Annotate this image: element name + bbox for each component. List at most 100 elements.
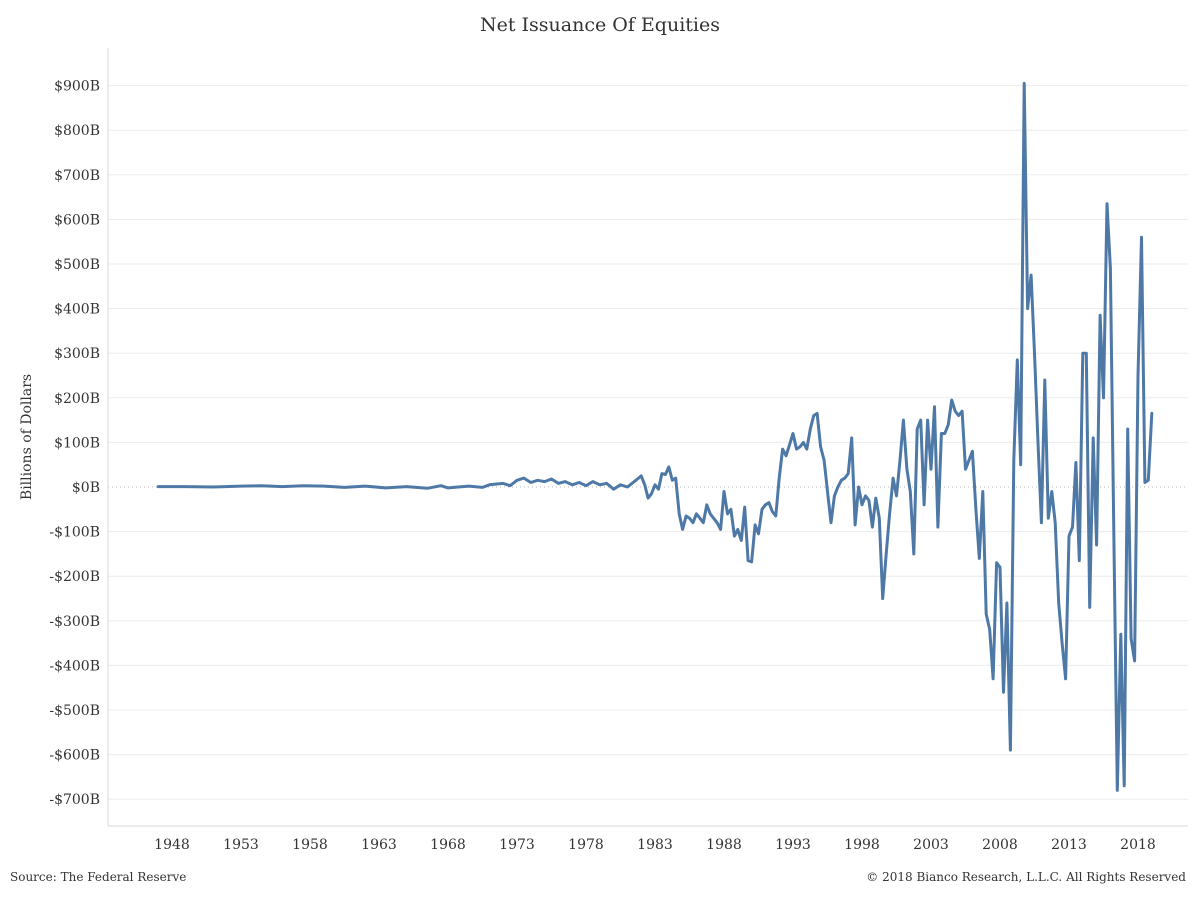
data-point [833,494,836,497]
data-point [1005,602,1008,605]
data-point [864,494,867,497]
y-tick-label: $0B [72,480,100,496]
data-point [909,490,912,493]
y-tick-label: -$700B [49,792,100,808]
data-point [1150,412,1153,415]
data-point [481,486,484,489]
data-point [1092,436,1095,439]
data-point [1033,352,1036,355]
data-point [723,490,726,493]
data-point [981,490,984,493]
data-point [912,552,915,555]
series-layer [156,81,1154,792]
data-point [557,482,560,485]
data-point [826,490,829,493]
data-point [1099,314,1102,317]
data-point [1123,784,1126,787]
data-point [681,528,684,531]
y-tick-label: $300B [54,346,100,362]
data-point [940,432,943,435]
data-point [816,412,819,415]
data-point [943,432,946,435]
data-point [685,515,688,518]
y-tick-label: -$400B [49,658,100,674]
x-tick-label: 2008 [982,837,1018,853]
series-line [156,81,1154,792]
data-point [1126,428,1129,431]
data-point [667,465,670,468]
data-point [740,539,743,542]
x-tick-label: 1998 [844,837,880,853]
y-tick-label: $800B [54,123,100,139]
data-point [874,497,877,500]
data-point [1040,521,1043,524]
data-point [1057,602,1060,605]
data-point [322,485,325,488]
data-point [1047,517,1050,520]
data-point [992,677,995,680]
data-point [1054,521,1057,524]
data-point [657,488,660,491]
data-point [1081,352,1084,355]
y-tick-label: -$100B [49,525,100,541]
data-point [1109,267,1112,270]
data-point [1143,481,1146,484]
data-point [716,521,719,524]
data-point [743,506,746,509]
data-point [671,479,674,482]
data-point [861,503,864,506]
data-point [899,459,902,462]
data-point [761,508,764,511]
data-point [750,560,753,563]
data-point [926,419,929,422]
data-point [785,454,788,457]
data-point [157,485,160,488]
data-point [619,483,622,486]
y-tick-label: $100B [54,435,100,451]
y-tick-label: -$300B [49,614,100,630]
axes [107,48,1188,827]
data-point [1130,637,1133,640]
data-point [654,483,657,486]
data-point [1061,642,1064,645]
data-point [871,526,874,529]
data-point [823,459,826,462]
x-tick-label: 1978 [568,837,604,853]
data-point [643,483,646,486]
data-point [933,405,936,408]
x-tick-label: 2003 [913,837,949,853]
data-point [988,628,991,631]
data-point [857,486,860,489]
data-point [1074,461,1077,464]
data-point [781,448,784,451]
data-point [502,482,505,485]
x-tick-label: 2018 [1120,837,1156,853]
data-point [447,486,450,489]
y-axis-title: Billions of Dollars [19,374,35,500]
data-point [1085,352,1088,355]
data-point [764,503,767,506]
data-point [916,428,919,431]
data-point [895,494,898,497]
data-point [426,487,429,490]
y-tick-label: -$600B [49,748,100,764]
y-tick-label: $900B [54,79,100,95]
data-point [719,528,722,531]
data-point [1009,749,1012,752]
x-tick-label: 2013 [1051,837,1087,853]
data-point [384,486,387,489]
data-point [1043,379,1046,382]
data-point [836,486,839,489]
data-point [647,497,650,500]
y-tick-label: $700B [54,168,100,184]
data-point [795,448,798,451]
x-tick-label: 1988 [706,837,742,853]
data-point [843,477,846,480]
data-point [881,597,884,600]
data-point [754,523,757,526]
y-tick-label: $400B [54,302,100,318]
data-point [892,477,895,480]
data-point [936,526,939,529]
data-point [688,517,691,520]
data-point [640,474,643,477]
